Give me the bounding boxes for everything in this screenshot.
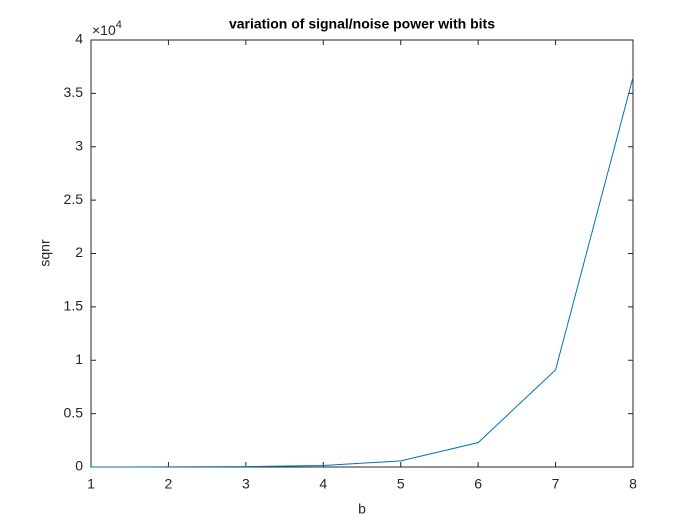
y-multiplier-base: ×10 xyxy=(92,22,116,38)
x-tick-label: 5 xyxy=(397,476,405,492)
chart-title: variation of signal/noise power with bit… xyxy=(229,16,495,32)
y-tick-label: 1.5 xyxy=(64,298,84,314)
y-tick-label: 0.5 xyxy=(64,404,84,420)
y-multiplier: ×104 xyxy=(92,19,122,38)
x-axis-label: b xyxy=(358,501,366,517)
y-tick-label: 3 xyxy=(75,137,83,153)
y-axis-label: sqnr xyxy=(37,239,53,267)
y-tick-label: 1 xyxy=(75,351,83,367)
y-tick-label: 3.5 xyxy=(64,84,84,100)
x-tick-label: 4 xyxy=(319,476,327,492)
y-multiplier-exponent: 4 xyxy=(116,19,122,31)
y-tick-label: 0 xyxy=(75,458,83,474)
x-tick-label: 8 xyxy=(629,476,637,492)
x-tick-label: 3 xyxy=(242,476,250,492)
axes-box xyxy=(90,39,634,468)
y-tick-label: 4 xyxy=(75,31,83,47)
data-line xyxy=(90,77,634,468)
x-tick-label: 1 xyxy=(87,476,95,492)
x-tick-label: 7 xyxy=(552,476,560,492)
x-tick-label: 6 xyxy=(474,476,482,492)
x-tick-label: 2 xyxy=(165,476,173,492)
y-tick-label: 2.5 xyxy=(64,191,84,207)
y-tick-label: 2 xyxy=(75,244,83,260)
